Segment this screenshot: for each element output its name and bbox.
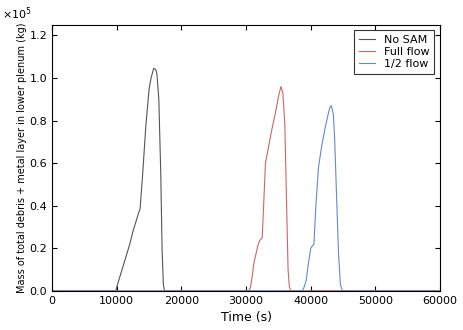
1/2 flow — [338, 283, 343, 287]
No SAM — [154, 72, 160, 76]
Full flow — [278, 84, 284, 88]
No SAM — [163, 289, 168, 293]
Full flow — [255, 244, 261, 248]
No SAM — [50, 289, 55, 293]
1/2 flow — [322, 127, 328, 131]
No SAM — [117, 276, 122, 280]
No SAM — [124, 253, 129, 257]
Full flow — [250, 272, 255, 276]
Full flow — [263, 161, 268, 165]
1/2 flow — [339, 289, 345, 293]
Full flow — [259, 236, 265, 240]
Line: No SAM: No SAM — [52, 68, 440, 291]
X-axis label: Time (s): Time (s) — [220, 312, 272, 324]
Full flow — [246, 288, 252, 292]
No SAM — [120, 263, 126, 267]
No SAM — [113, 289, 119, 293]
1/2 flow — [301, 285, 307, 289]
No SAM — [153, 67, 158, 71]
No SAM — [119, 270, 124, 274]
No SAM — [148, 76, 154, 80]
No SAM — [151, 66, 156, 70]
1/2 flow — [341, 289, 346, 293]
Line: 1/2 flow: 1/2 flow — [52, 106, 440, 291]
Full flow — [251, 261, 257, 265]
1/2 flow — [303, 279, 309, 282]
No SAM — [115, 283, 120, 287]
No SAM — [136, 210, 142, 214]
No SAM — [161, 283, 166, 287]
1/2 flow — [437, 289, 443, 293]
No SAM — [140, 172, 145, 176]
Full flow — [256, 240, 262, 244]
1/2 flow — [50, 289, 55, 293]
1/2 flow — [329, 104, 334, 108]
Full flow — [280, 91, 286, 95]
Full flow — [253, 253, 258, 257]
Full flow — [50, 289, 55, 293]
1/2 flow — [313, 204, 319, 208]
1/2 flow — [336, 251, 341, 255]
Full flow — [287, 285, 292, 289]
Full flow — [285, 268, 291, 272]
Full flow — [277, 90, 282, 94]
1/2 flow — [327, 105, 333, 109]
Full flow — [257, 238, 263, 242]
Full flow — [282, 123, 288, 127]
1/2 flow — [309, 244, 315, 248]
No SAM — [158, 172, 163, 176]
Full flow — [272, 112, 278, 116]
Line: Full flow: Full flow — [52, 86, 440, 291]
1/2 flow — [307, 251, 313, 255]
1/2 flow — [316, 165, 321, 169]
No SAM — [146, 87, 152, 91]
No SAM — [159, 247, 165, 250]
Text: $\times10^5$: $\times10^5$ — [2, 5, 31, 22]
No SAM — [162, 288, 167, 292]
Legend: No SAM, Full flow, 1/2 flow: No SAM, Full flow, 1/2 flow — [354, 30, 434, 74]
No SAM — [135, 214, 140, 218]
1/2 flow — [334, 193, 339, 197]
1/2 flow — [332, 136, 338, 140]
Full flow — [437, 289, 443, 293]
Full flow — [248, 285, 253, 289]
Full flow — [266, 144, 271, 148]
Full flow — [275, 95, 281, 99]
No SAM — [156, 97, 162, 101]
No SAM — [133, 219, 139, 223]
No SAM — [437, 289, 443, 293]
1/2 flow — [331, 112, 336, 116]
Full flow — [245, 289, 251, 293]
Full flow — [269, 127, 275, 131]
No SAM — [138, 207, 143, 211]
Y-axis label: Mass of total debris + metal layer in lower plenum (kg): Mass of total debris + metal layer in lo… — [17, 23, 27, 293]
No SAM — [113, 287, 119, 291]
1/2 flow — [300, 288, 306, 292]
Full flow — [288, 289, 294, 293]
1/2 flow — [325, 112, 331, 116]
1/2 flow — [308, 247, 313, 250]
No SAM — [130, 229, 136, 233]
1/2 flow — [319, 144, 325, 148]
1/2 flow — [305, 263, 311, 267]
No SAM — [127, 242, 132, 246]
1/2 flow — [299, 289, 305, 293]
Full flow — [283, 182, 289, 186]
1/2 flow — [311, 242, 317, 246]
No SAM — [143, 123, 149, 127]
Full flow — [288, 289, 294, 293]
